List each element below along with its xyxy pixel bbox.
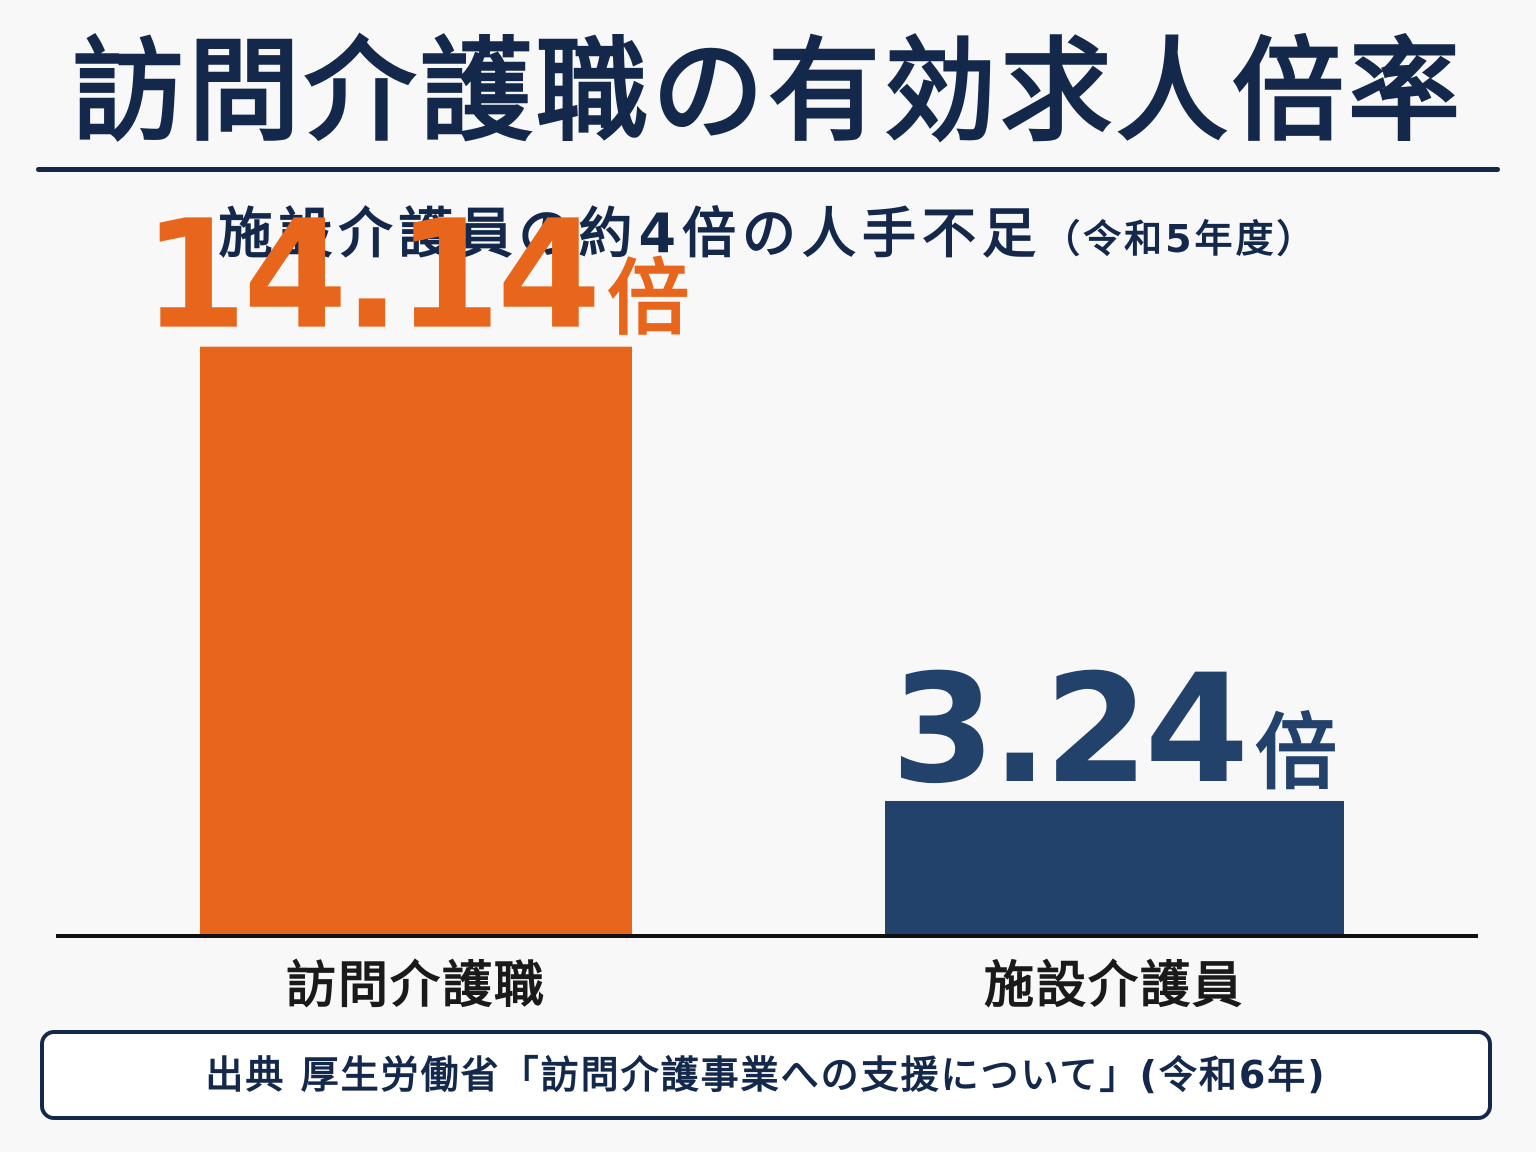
- bar-value-label-2: 3.24 倍: [891, 643, 1337, 817]
- title-divider: [36, 167, 1500, 172]
- subtitle-period-note: （令和5年度）: [1042, 217, 1318, 261]
- category-label-2: 施設介護員: [984, 956, 1244, 1014]
- bar-1: [200, 346, 632, 937]
- bar-2: [885, 800, 1344, 936]
- source-citation: 出典 厚生労働省「訪問介護事業への支援について」(令和6年): [40, 1030, 1492, 1120]
- category-label-1: 訪問介護職: [286, 956, 546, 1014]
- subtitle-main: 施設介護員の約4倍の人手不足: [218, 202, 1043, 265]
- chart-title: 訪問介護職の有効求人倍率: [72, 27, 1464, 157]
- bar-value-label-1: 14.14 倍: [143, 189, 689, 363]
- chart-subtitle: 施設介護員の約4倍の人手不足（令和5年度）: [0, 196, 1536, 277]
